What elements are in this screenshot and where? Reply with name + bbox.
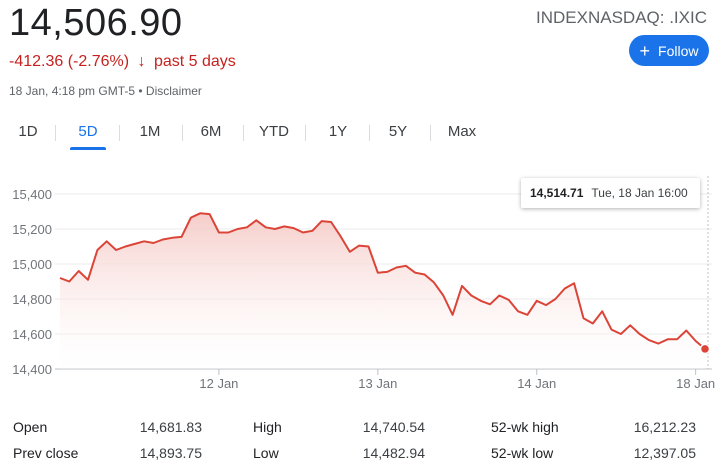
- range-tabs: 1D 5D 1M 6M YTD 1Y 5Y Max: [0, 118, 500, 150]
- tab-divider: [55, 125, 56, 141]
- y-tick-label: 14,400: [12, 362, 52, 377]
- tooltip-time: Tue, 18 Jan 16:00: [591, 186, 688, 200]
- tab-divider: [119, 125, 120, 141]
- x-tick-label: 18 Jan: [676, 376, 715, 390]
- stat-label-high: High: [253, 419, 282, 435]
- stat-label-prev-close: Prev close: [13, 445, 79, 461]
- y-tick-label: 14,800: [12, 292, 52, 307]
- stat-value-52wk-high: 16,212.23: [633, 419, 696, 435]
- y-tick-label: 15,000: [12, 257, 52, 272]
- stat-label-52wk-low: 52-wk low: [491, 445, 554, 461]
- tab-1m[interactable]: 1M: [139, 123, 161, 140]
- x-tick-label: 14 Jan: [517, 376, 556, 390]
- area-fill: [60, 213, 705, 369]
- y-tick-label: 15,400: [12, 187, 52, 202]
- chart-tooltip: 14,514.71 Tue, 18 Jan 16:00: [521, 178, 700, 208]
- index-price: 14,506.90: [9, 2, 183, 44]
- tooltip-value: 14,514.71: [530, 186, 584, 200]
- follow-label: Follow: [658, 42, 699, 59]
- tab-5d[interactable]: 5D: [70, 118, 106, 150]
- tab-divider: [369, 125, 370, 141]
- series-line: [59, 212, 706, 350]
- change-period: past 5 days: [153, 53, 236, 70]
- stat-value-low: 14,482.94: [362, 445, 425, 461]
- tab-ytd[interactable]: YTD: [259, 123, 289, 140]
- stat-value-prev-close: 14,893.75: [139, 445, 202, 461]
- tab-divider: [430, 125, 431, 141]
- hover-point: [699, 343, 711, 355]
- stat-value-open: 14,681.83: [139, 419, 202, 435]
- tab-5y[interactable]: 5Y: [388, 123, 408, 140]
- arrow-down-icon: ↓: [137, 53, 146, 70]
- follow-button[interactable]: + Follow: [629, 35, 709, 66]
- stat-value-high: 14,740.54: [362, 419, 425, 435]
- price-change: -412.36 (-2.76%) ↓ past 5 days: [9, 53, 236, 71]
- tab-1d[interactable]: 1D: [18, 123, 38, 140]
- y-tick-label: 15,200: [12, 222, 52, 237]
- ticker-symbol: INDEXNASDAQ: .IXIC: [536, 8, 707, 27]
- x-tick-label: 12 Jan: [199, 376, 238, 390]
- y-tick-label: 14,600: [12, 327, 52, 342]
- change-value: -412.36 (-2.76%): [9, 53, 130, 70]
- x-tick-label: 13 Jan: [358, 376, 397, 390]
- tab-max[interactable]: Max: [447, 123, 477, 140]
- timestamp-disclaimer: 18 Jan, 4:18 pm GMT-5 • Disclaimer: [9, 84, 202, 98]
- price-chart[interactable]: 15,400 15,200 15,000 14,800 14,600 14,400 12 J…: [0, 170, 715, 390]
- stat-label-open: Open: [13, 419, 48, 435]
- tab-divider: [182, 125, 183, 141]
- tab-divider: [243, 125, 244, 141]
- stat-value-52wk-low: 12,397.05: [633, 445, 696, 461]
- stat-label-low: Low: [253, 445, 279, 461]
- tab-1y[interactable]: 1Y: [328, 123, 348, 140]
- tab-6m[interactable]: 6M: [200, 123, 222, 140]
- plus-icon: +: [639, 40, 651, 61]
- tab-divider: [305, 125, 306, 141]
- stat-label-52wk-high: 52-wk high: [491, 419, 559, 435]
- stats-table: Open 14,681.83 High 14,740.54 52-wk high…: [0, 410, 715, 467]
